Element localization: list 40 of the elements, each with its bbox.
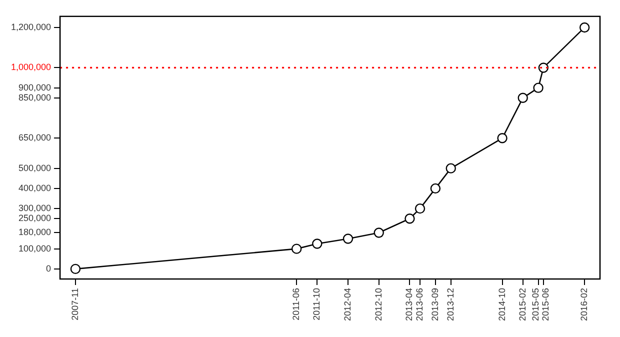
- point: [342, 234, 354, 244]
- x-tick-label: 2007-11: [70, 288, 80, 320]
- y-tick-label: 500,000: [18, 162, 52, 173]
- y-tick-label: 0: [46, 263, 52, 274]
- y-tick-label: 250,000: [18, 213, 52, 224]
- point: [291, 244, 302, 254]
- y-tick-label: 300,000: [18, 203, 52, 214]
- y-tick-label: 1,000,000: [10, 62, 52, 72]
- x-tick-label: 2013-12: [445, 288, 456, 322]
- x-tick-label: 2012-04: [342, 288, 352, 322]
- point: [538, 62, 549, 73]
- x-tick-label: 2013-06: [414, 288, 424, 322]
- point: [414, 203, 426, 214]
- point: [497, 133, 508, 144]
- x-tick-label: 2011-10: [312, 288, 322, 320]
- x-tick-label: 2012-10: [373, 288, 384, 322]
- point: [446, 163, 456, 174]
- x-tick-label: 2011-06: [291, 288, 302, 320]
- y-tick-label: 650,000: [18, 132, 52, 143]
- point: [533, 82, 544, 93]
- x-tick-label: 2015-02: [517, 288, 528, 322]
- point: [579, 22, 590, 33]
- y-tick-label: 1,200,000: [10, 22, 52, 32]
- x-tick-label: 2015-05: [530, 288, 540, 322]
- point: [430, 183, 441, 194]
- y-tick-label: 400,000: [18, 182, 52, 193]
- x-tick-label: 2013-04: [404, 288, 414, 322]
- point: [404, 214, 415, 224]
- x-tick-label: 2015-06: [540, 288, 550, 322]
- point: [70, 264, 81, 274]
- x-tick-label: 2013-09: [430, 288, 440, 322]
- y-tick-label: 100,000: [18, 243, 52, 254]
- x-tick-label: 2016-02: [579, 288, 590, 322]
- y-tick-label: 850,000: [18, 92, 52, 102]
- point: [312, 238, 322, 249]
- y-tick-label: 180,000: [18, 227, 52, 238]
- x-tick-label: 2014-10: [496, 288, 507, 322]
- point: [374, 228, 384, 238]
- y-tick-label: 900,000: [18, 82, 52, 92]
- point: [518, 92, 528, 103]
